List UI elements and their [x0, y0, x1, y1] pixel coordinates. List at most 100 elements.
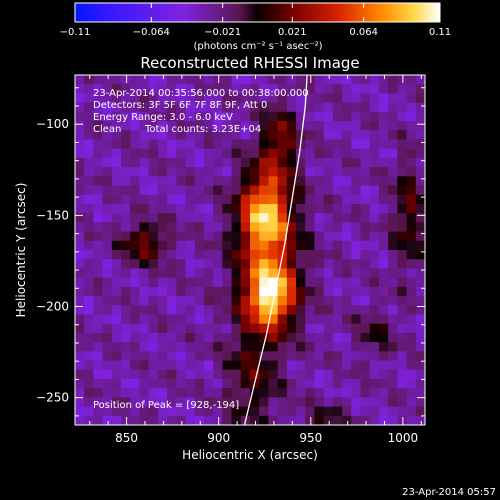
heatmap-cell [167, 342, 177, 352]
heatmap-cell [185, 130, 196, 141]
heatmap-cell [167, 194, 177, 205]
heatmap-cell [176, 378, 187, 389]
heatmap-cell [388, 84, 398, 95]
heatmap-cell [332, 323, 343, 334]
heatmap-cell [148, 259, 159, 270]
heatmap-cell [369, 286, 380, 297]
heatmap-cell [277, 397, 288, 408]
heatmap-cell [75, 277, 85, 288]
heatmap-cell [176, 75, 187, 85]
heatmap-cell [111, 369, 122, 380]
heatmap-cell [397, 194, 408, 205]
heatmap-cell [296, 332, 306, 343]
heatmap-cell [314, 194, 325, 205]
heatmap-cell [121, 121, 131, 131]
heatmap-cell [369, 378, 380, 389]
heatmap-cell [231, 388, 242, 398]
heatmap-cell [93, 111, 104, 122]
heatmap-cell [148, 75, 159, 85]
heatmap-cell [323, 93, 334, 104]
heatmap-cell [111, 388, 122, 398]
heatmap-cell [378, 305, 389, 316]
heatmap-cell [148, 323, 159, 334]
heatmap-cell [185, 84, 196, 95]
heatmap-cell [378, 415, 389, 425]
heatmap-cell [369, 75, 380, 85]
heatmap-cell [314, 397, 325, 408]
heatmap-cell [84, 323, 95, 334]
heatmap-cell [268, 259, 279, 270]
heatmap-cell [305, 240, 316, 251]
heatmap-cell [176, 351, 187, 362]
heatmap-cell [332, 102, 343, 113]
heatmap-cell [240, 305, 251, 316]
heatmap-cell [157, 148, 168, 159]
heatmap-cell [406, 332, 417, 343]
heatmap-cell [213, 167, 223, 177]
heatmap-cell [332, 259, 343, 270]
heatmap-cell [397, 369, 408, 380]
heatmap-cell [388, 360, 398, 371]
heatmap-cell [314, 167, 325, 177]
heatmap-cell [93, 167, 104, 177]
heatmap-cell [194, 397, 205, 408]
heatmap-cell [369, 250, 380, 260]
heatmap-cell [259, 84, 270, 95]
heatmap-cell [130, 259, 141, 270]
heatmap-cell [111, 231, 122, 242]
heatmap-cell [176, 121, 187, 131]
heatmap-cell [277, 93, 288, 104]
heatmap-cell [222, 369, 233, 380]
heatmap-cell [84, 277, 95, 288]
heatmap-cell [314, 240, 325, 251]
heatmap-cell [250, 102, 260, 113]
heatmap-cell [185, 203, 196, 214]
heatmap-cell [378, 378, 389, 389]
heatmap-cell [121, 360, 131, 371]
heatmap-cell [397, 351, 408, 362]
heatmap-cell [250, 167, 260, 177]
heatmap-cell [121, 102, 131, 113]
heatmap-cell [342, 406, 352, 417]
heatmap-cell [231, 231, 242, 242]
heatmap-cell [222, 213, 233, 223]
heatmap-cell [406, 121, 417, 131]
heatmap-cell [102, 231, 113, 242]
heatmap-cell [351, 148, 362, 159]
heatmap-cell [203, 240, 214, 251]
heatmap-cell [378, 323, 389, 334]
heatmap-cell [84, 157, 95, 168]
heatmap-cell [121, 323, 131, 334]
heatmap-cell [130, 75, 141, 85]
heatmap-cell [130, 157, 141, 168]
heatmap-cell [157, 121, 168, 131]
heatmap-cell [406, 360, 417, 371]
heatmap-cell [415, 167, 425, 177]
heatmap-cell [222, 139, 233, 150]
heatmap-cell [231, 296, 242, 306]
heatmap-cell [84, 203, 95, 214]
heatmap-cell [342, 185, 352, 196]
heatmap-cell [213, 93, 223, 104]
heatmap-cell [194, 167, 205, 177]
heatmap-cell [157, 415, 168, 425]
heatmap-cell [323, 342, 334, 352]
heatmap-cell [93, 259, 104, 270]
heatmap-cell [296, 397, 306, 408]
heatmap-cell [139, 259, 150, 270]
heatmap-cell [213, 157, 223, 168]
heatmap-cell [157, 240, 168, 251]
heatmap-cell [93, 203, 104, 214]
heatmap-cell [360, 369, 371, 380]
heatmap-cell [314, 351, 325, 362]
heatmap-cell [277, 111, 288, 122]
heatmap-cell [286, 93, 297, 104]
heatmap-cell [157, 259, 168, 270]
heatmap-cell [130, 213, 141, 223]
heatmap-cell [277, 130, 288, 141]
heatmap-cell [130, 351, 141, 362]
heatmap-cell [369, 213, 380, 223]
heatmap-cell [102, 314, 113, 325]
heatmap-cell [139, 332, 150, 343]
heatmap-cell [342, 305, 352, 316]
